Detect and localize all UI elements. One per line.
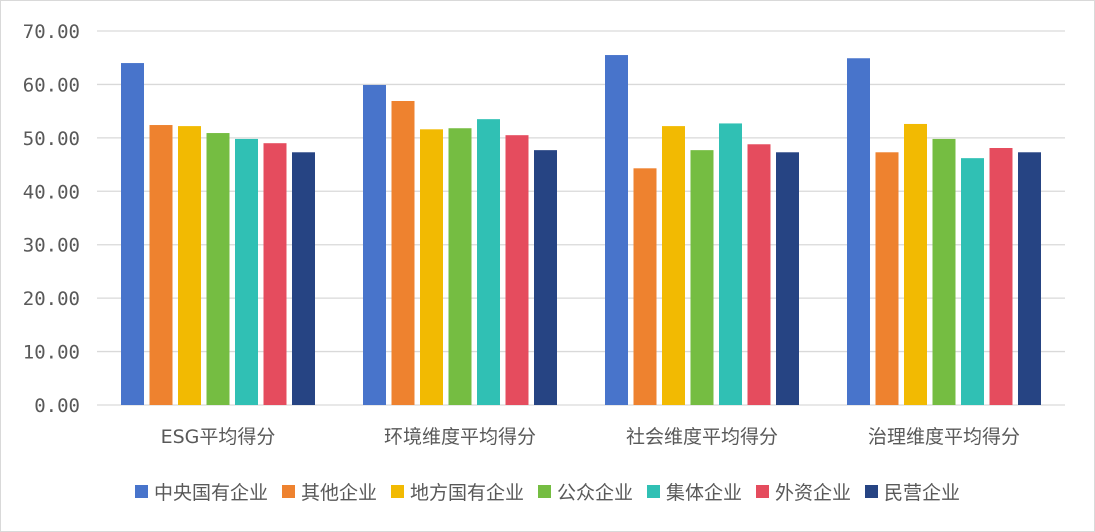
legend-item: 地方国有企业: [390, 478, 524, 505]
legend-swatch: [756, 485, 770, 498]
bar-3-1: [178, 126, 201, 406]
y-tick-label: 40.00: [23, 181, 80, 203]
bar-6-3: [747, 144, 771, 406]
legend-label: 外资企业: [775, 482, 852, 504]
legend-item: 民营企业: [865, 478, 960, 505]
bar-1-1: [121, 63, 144, 406]
legend-label: 集体企业: [666, 482, 743, 504]
legend-label: 民营企业: [884, 482, 961, 504]
bar-4-4: [932, 138, 956, 405]
y-tick-label: 50.00: [23, 128, 80, 150]
y-tick-label: 30.00: [23, 235, 80, 257]
bar-2-4: [875, 152, 899, 405]
y-tick-label: 10.00: [23, 342, 80, 364]
x-category-label: 社会维度平均得分: [626, 426, 778, 448]
bar-3-2: [420, 129, 443, 405]
legend-swatch: [537, 485, 551, 498]
bar-4-1: [206, 133, 230, 405]
x-category-label: ESG平均得分: [161, 426, 276, 448]
legend: 中央国有企业 其他企业 地方国有企业 公众企业 集体企业 外资企业 民营企业: [0, 478, 1095, 505]
x-category-label: 环境维度平均得分: [384, 426, 536, 448]
bar-7-4: [1018, 152, 1041, 405]
bar-5-3: [719, 123, 742, 405]
bar-1-2: [363, 84, 386, 405]
legend-item: 集体企业: [647, 478, 742, 505]
legend-item: 公众企业: [537, 478, 633, 505]
x-category-label: 治理维度平均得分: [868, 426, 1020, 448]
y-tick-label: 70.00: [23, 21, 80, 43]
bar-3-4: [904, 123, 927, 406]
bar-6-2: [505, 135, 529, 405]
legend-item: 其他企业: [281, 478, 377, 505]
legend-label: 公众企业: [556, 482, 633, 504]
legend-swatch: [865, 485, 879, 498]
bar-4-2: [448, 128, 472, 406]
bar-7-1: [292, 152, 315, 405]
legend-swatch: [134, 485, 148, 498]
bar-5-2: [477, 119, 500, 406]
bar-6-1: [263, 143, 287, 405]
bar-7-2: [534, 150, 557, 405]
bar-6-4: [989, 148, 1013, 405]
legend-swatch: [390, 485, 404, 498]
legend-item: 外资企业: [756, 478, 851, 505]
bar-3-3: [662, 126, 685, 406]
bar-1-3: [605, 55, 628, 406]
legend-label: 中央国有企业: [153, 482, 268, 504]
bar-5-4: [961, 158, 984, 405]
bar-2-2: [391, 100, 415, 406]
legend-label: 地方国有企业: [409, 482, 524, 504]
y-tick-label: 20.00: [23, 288, 80, 310]
bar-1-4: [847, 58, 870, 406]
legend-item: 中央国有企业: [134, 478, 268, 505]
legend-label: 其他企业: [300, 482, 377, 504]
legend-swatch: [281, 485, 295, 498]
bar-5-1: [235, 138, 258, 405]
bar-4-3: [690, 150, 714, 405]
bar-2-3: [633, 168, 657, 405]
y-tick-label: 60.00: [23, 74, 80, 96]
bar-7-3: [776, 152, 799, 405]
legend-swatch: [647, 485, 660, 498]
y-tick-label: 0.00: [34, 395, 80, 417]
bar-2-1: [149, 125, 173, 405]
